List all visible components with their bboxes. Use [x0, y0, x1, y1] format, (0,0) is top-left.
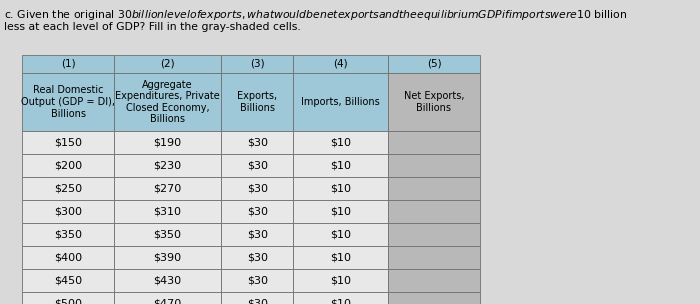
Bar: [221, 292, 293, 304]
Text: $430: $430: [153, 275, 182, 285]
Bar: [22, 223, 114, 246]
Text: $30: $30: [246, 137, 267, 147]
Text: Exports,
Billions: Exports, Billions: [237, 91, 277, 113]
Text: $30: $30: [246, 253, 267, 262]
Bar: [114, 246, 221, 269]
Bar: [114, 269, 221, 292]
Text: $30: $30: [246, 161, 267, 171]
Bar: [221, 200, 293, 223]
Text: $30: $30: [246, 299, 267, 304]
Bar: [114, 131, 221, 154]
Text: $350: $350: [54, 230, 82, 240]
Bar: [22, 154, 114, 177]
Text: $500: $500: [54, 299, 82, 304]
Bar: [293, 131, 388, 154]
Text: $10: $10: [330, 230, 351, 240]
Text: $30: $30: [246, 206, 267, 216]
Text: less at each level of GDP? Fill in the gray-shaded cells.: less at each level of GDP? Fill in the g…: [4, 22, 301, 32]
Text: $400: $400: [54, 253, 82, 262]
Text: $270: $270: [153, 184, 182, 194]
Bar: [114, 292, 221, 304]
Text: $350: $350: [153, 230, 181, 240]
Text: (2): (2): [160, 59, 175, 69]
Bar: [388, 73, 480, 131]
Bar: [221, 73, 293, 131]
Bar: [221, 246, 293, 269]
Bar: [388, 223, 480, 246]
Bar: [293, 200, 388, 223]
Text: $30: $30: [246, 184, 267, 194]
Bar: [388, 154, 480, 177]
Text: Net Exports,
Billions: Net Exports, Billions: [404, 91, 464, 113]
Text: $390: $390: [153, 253, 182, 262]
Bar: [221, 269, 293, 292]
Bar: [293, 269, 388, 292]
Bar: [221, 177, 293, 200]
Text: $300: $300: [54, 206, 82, 216]
Bar: [22, 73, 114, 131]
Bar: [293, 55, 388, 73]
Text: $10: $10: [330, 184, 351, 194]
Text: $10: $10: [330, 206, 351, 216]
Text: $250: $250: [54, 184, 82, 194]
Bar: [22, 269, 114, 292]
Bar: [22, 200, 114, 223]
Bar: [114, 200, 221, 223]
Text: $30: $30: [246, 275, 267, 285]
Text: $200: $200: [54, 161, 82, 171]
Text: Real Domestic
Output (GDP = DI),
Billions: Real Domestic Output (GDP = DI), Billion…: [21, 85, 115, 119]
Bar: [293, 246, 388, 269]
Text: $470: $470: [153, 299, 182, 304]
Text: $10: $10: [330, 299, 351, 304]
Text: (4): (4): [333, 59, 348, 69]
Bar: [388, 200, 480, 223]
Text: c. Given the original $30 billion level of exports, what would be net exports an: c. Given the original $30 billion level …: [4, 8, 627, 22]
Text: Aggregate
Expenditures, Private
Closed Economy,
Billions: Aggregate Expenditures, Private Closed E…: [116, 80, 220, 124]
Bar: [221, 131, 293, 154]
Bar: [293, 177, 388, 200]
Text: $310: $310: [153, 206, 181, 216]
Bar: [114, 55, 221, 73]
Bar: [22, 292, 114, 304]
Bar: [114, 73, 221, 131]
Bar: [114, 154, 221, 177]
Bar: [221, 154, 293, 177]
Text: $150: $150: [54, 137, 82, 147]
Bar: [22, 55, 114, 73]
Text: $190: $190: [153, 137, 182, 147]
Text: (3): (3): [250, 59, 265, 69]
Text: $10: $10: [330, 137, 351, 147]
Bar: [221, 223, 293, 246]
Bar: [293, 292, 388, 304]
Bar: [388, 269, 480, 292]
Bar: [22, 131, 114, 154]
Bar: [22, 177, 114, 200]
Text: $30: $30: [246, 230, 267, 240]
Bar: [293, 73, 388, 131]
Text: $10: $10: [330, 253, 351, 262]
Bar: [388, 246, 480, 269]
Text: $230: $230: [153, 161, 182, 171]
Text: $450: $450: [54, 275, 82, 285]
Bar: [22, 246, 114, 269]
Bar: [388, 131, 480, 154]
Text: Imports, Billions: Imports, Billions: [301, 97, 380, 107]
Bar: [114, 223, 221, 246]
Bar: [114, 177, 221, 200]
Text: (1): (1): [61, 59, 76, 69]
Bar: [388, 292, 480, 304]
Text: $10: $10: [330, 161, 351, 171]
Bar: [388, 177, 480, 200]
Bar: [221, 55, 293, 73]
Text: (5): (5): [426, 59, 441, 69]
Text: $10: $10: [330, 275, 351, 285]
Bar: [293, 154, 388, 177]
Bar: [388, 55, 480, 73]
Bar: [293, 223, 388, 246]
